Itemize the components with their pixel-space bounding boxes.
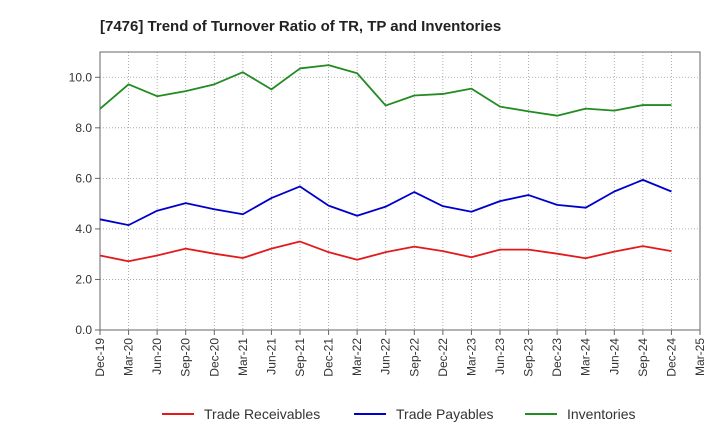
x-tick-label: Mar-25: [693, 338, 707, 376]
x-tick-label: Mar-23: [464, 338, 478, 376]
y-tick-label: 10.0: [69, 70, 93, 84]
x-tick-label: Mar-20: [122, 338, 136, 376]
grid: [100, 52, 700, 330]
x-tick-label: Dec-19: [93, 338, 107, 377]
x-tick-label: Sep-23: [522, 338, 536, 377]
y-tick-label: 4.0: [75, 222, 92, 236]
x-tick-label: Jun-21: [264, 338, 278, 375]
y-tick-label: 2.0: [75, 272, 92, 286]
x-tick-label: Dec-20: [207, 338, 221, 377]
series-line-2: [99, 64, 672, 117]
y-tick-label: 6.0: [75, 171, 92, 185]
x-tick-label: Sep-20: [179, 338, 193, 377]
legend: Trade Receivables Trade Payables Inventori…: [162, 406, 635, 422]
x-tick-label: Dec-21: [322, 338, 336, 377]
x-tick-label: Sep-22: [407, 338, 421, 377]
x-tick-label: Jun-22: [379, 338, 393, 375]
x-tick-label: Dec-24: [664, 338, 678, 377]
legend-label-0: Trade Receivables: [204, 406, 320, 422]
x-tick-label: Mar-22: [350, 338, 364, 376]
x-tick-label: Mar-21: [236, 338, 250, 376]
series-line-1: [99, 178, 672, 227]
y-tick-label: 0.0: [75, 323, 92, 337]
x-tick-label: Jun-23: [493, 338, 507, 375]
series-line-0: [99, 240, 672, 263]
x-tick-label: Sep-24: [636, 338, 650, 377]
chart-title: [7476] Trend of Turnover Ratio of TR, TP…: [100, 18, 501, 35]
y-tick-label: 8.0: [75, 121, 92, 135]
axes: 0.0 2.0 4.0 6.0 8.0 10.0 Dec-19 Mar-20 Jun-20 Sep…: [69, 51, 707, 377]
legend-label-2: Inventories: [567, 406, 635, 422]
legend-label-1: Trade Payables: [396, 406, 494, 422]
x-tick-label: Jun-24: [607, 338, 621, 375]
series-lines: [99, 64, 672, 263]
x-tick-label: Mar-24: [579, 338, 593, 376]
x-tick-label: Dec-22: [436, 338, 450, 377]
plot-frame: [99, 51, 701, 331]
x-tick-label: Jun-20: [150, 338, 164, 375]
x-tick-label: Dec-23: [550, 338, 564, 377]
x-tick-label: Sep-21: [293, 338, 307, 377]
